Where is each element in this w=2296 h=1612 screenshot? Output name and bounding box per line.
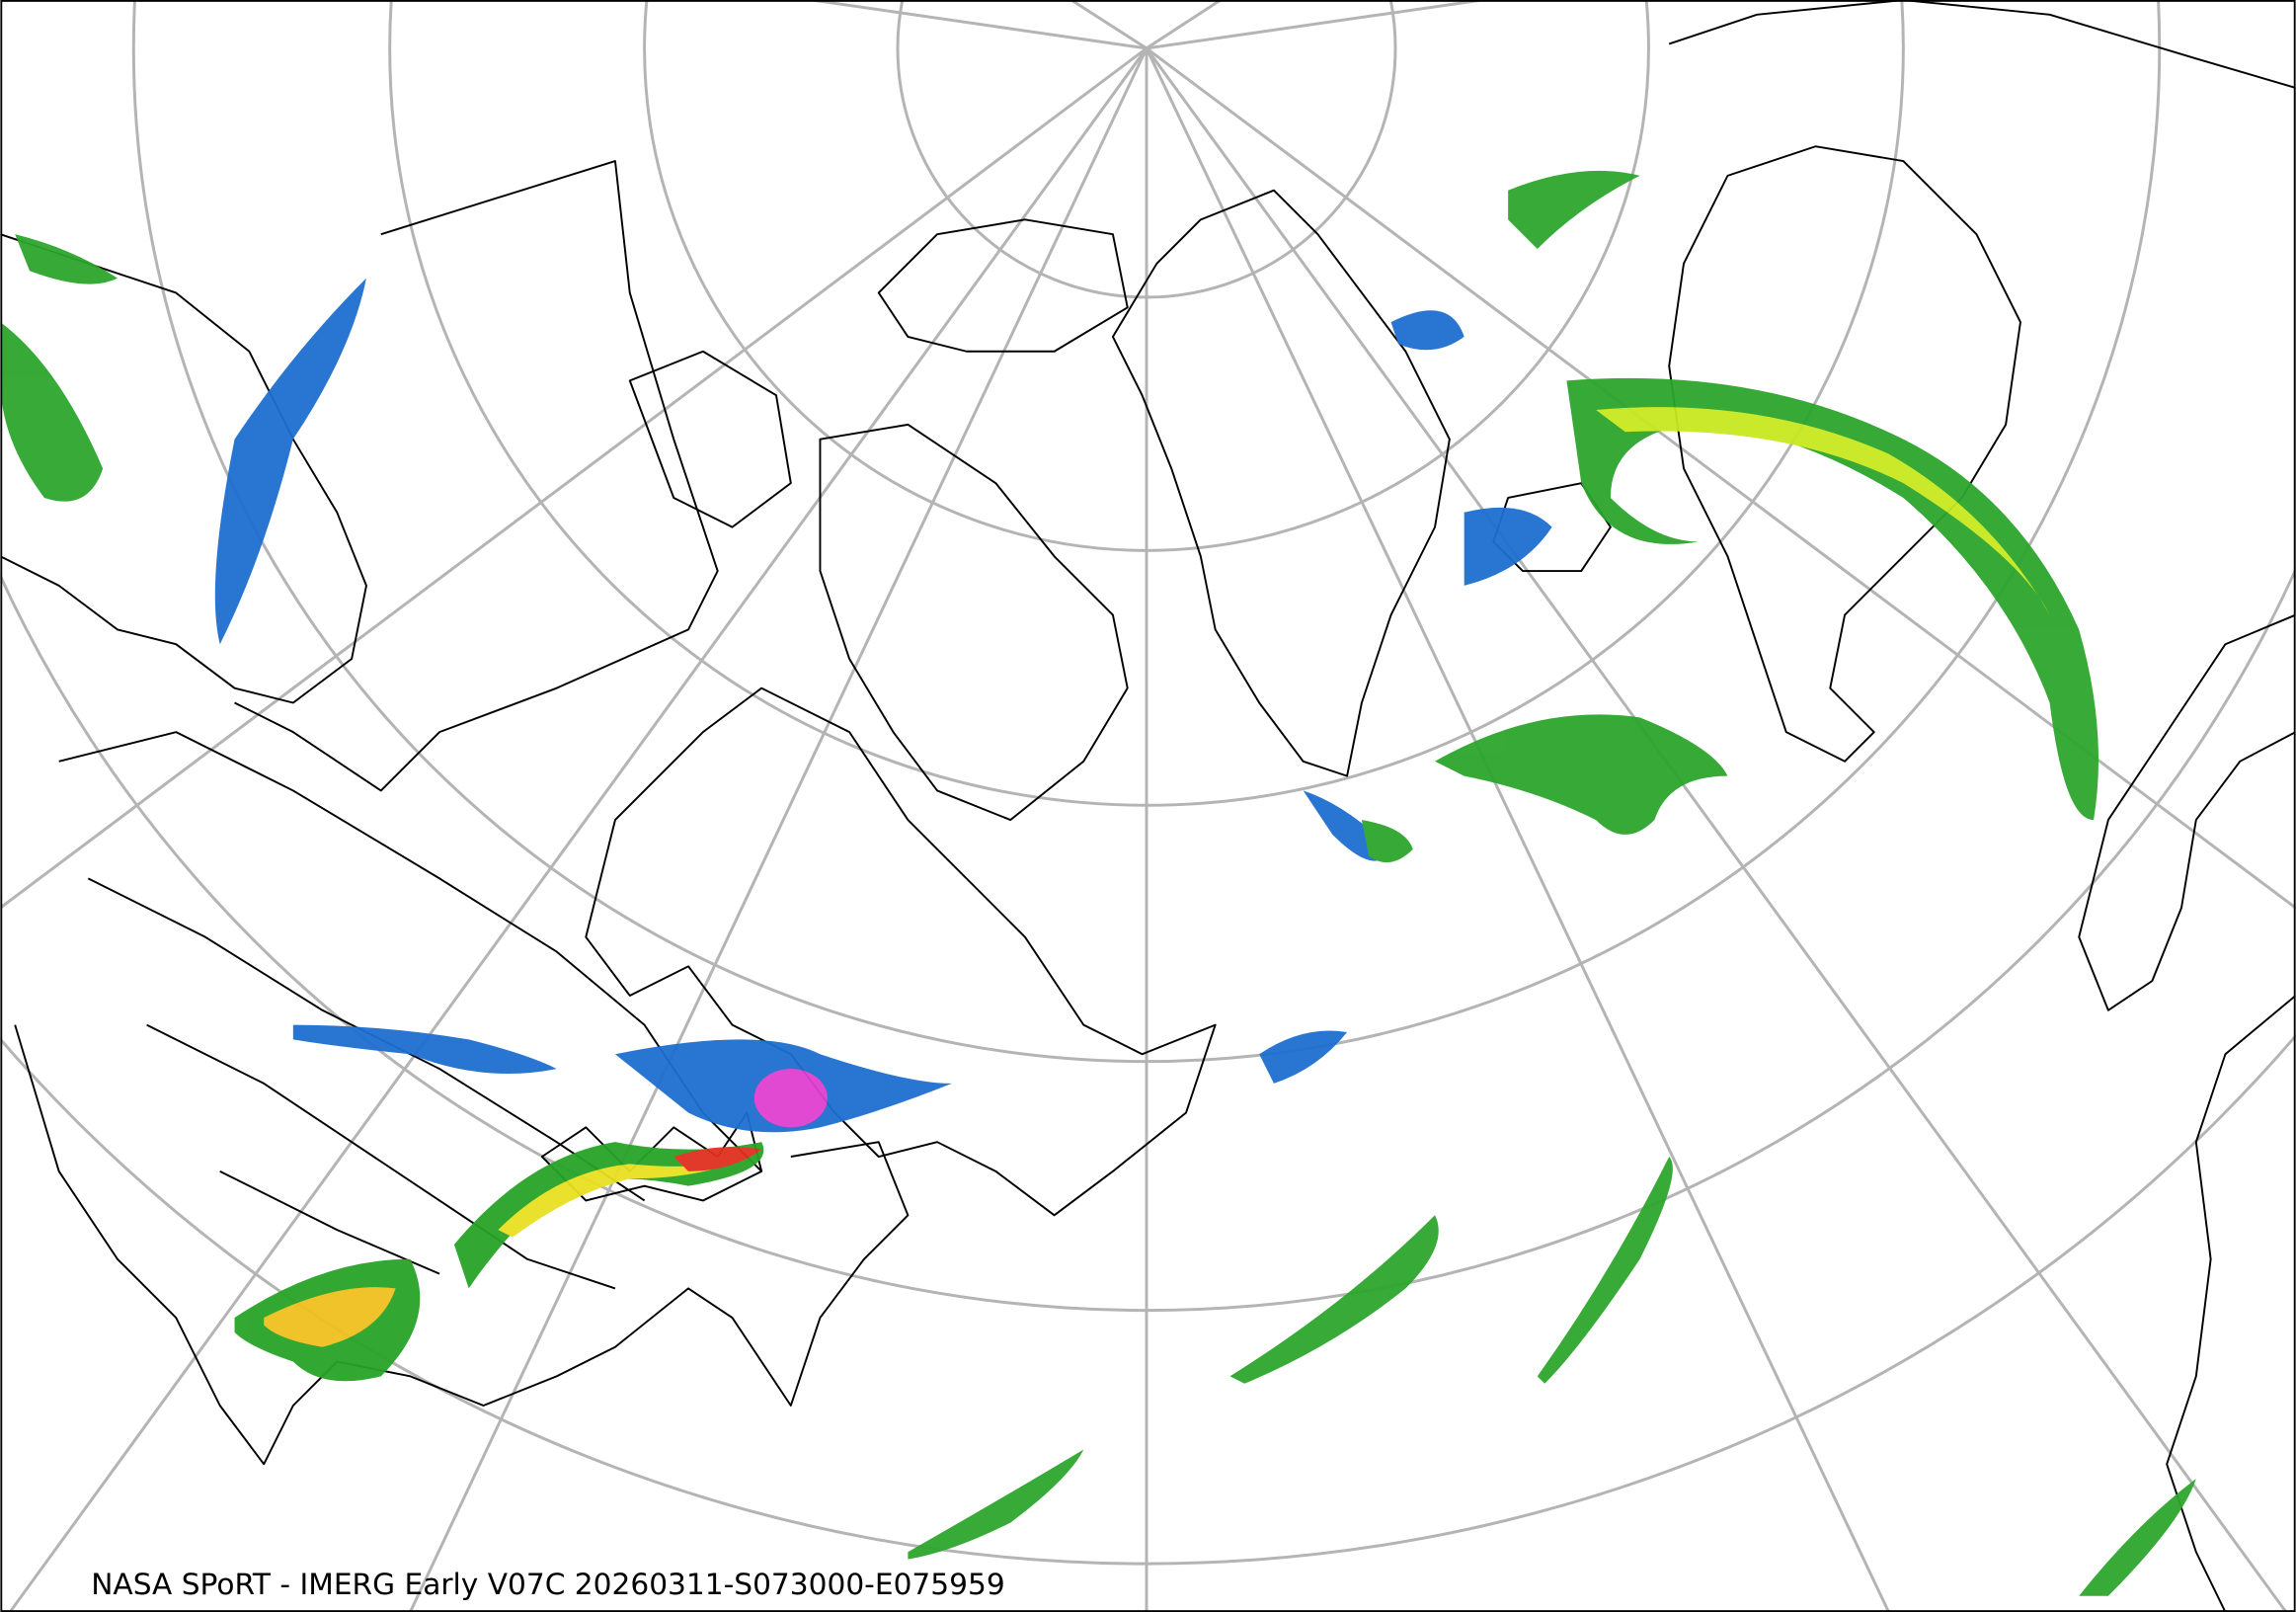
precipitation (0, 170, 2196, 1596)
caption: NASA SPoRT - IMERG Early V07C 20260311-S… (91, 1567, 1004, 1601)
